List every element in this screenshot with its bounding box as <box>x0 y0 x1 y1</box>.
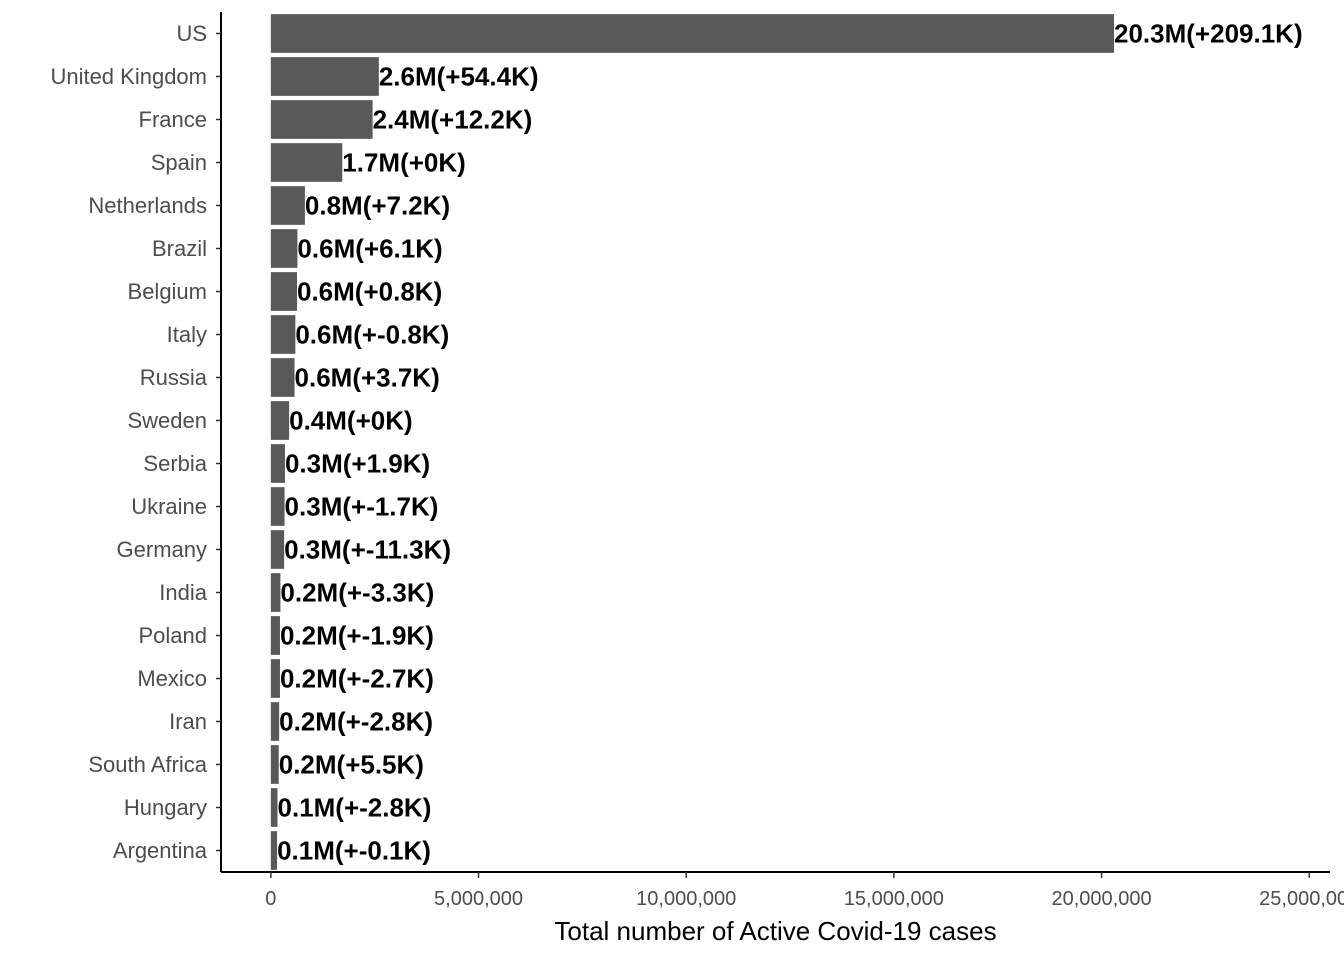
bar <box>270 57 379 96</box>
y-tick-label: Argentina <box>113 838 208 863</box>
y-axis: US United Kingdom France Spain Netherlands Br… <box>50 12 222 872</box>
y-tick-label: Belgium <box>128 279 207 304</box>
bar <box>270 143 343 182</box>
y-tick-label: Russia <box>140 365 208 390</box>
bar <box>270 100 373 139</box>
value-label: 0.3M(+1.9K) <box>285 449 430 479</box>
bar <box>270 487 285 526</box>
bar <box>270 315 296 354</box>
y-tick-label: France <box>139 107 207 132</box>
y-tick-label: United Kingdom <box>50 64 207 89</box>
value-label: 0.6M(+6.1K) <box>297 234 442 264</box>
bar <box>270 14 1115 53</box>
y-tick-label: India <box>159 580 207 605</box>
value-label: 0.6M(+3.7K) <box>295 363 440 393</box>
value-label: 0.4M(+0K) <box>289 406 413 436</box>
value-label: 0.2M(+-1.9K) <box>280 621 434 651</box>
value-label: 20.3M(+209.1K) <box>1114 19 1303 49</box>
y-tick-label: US <box>176 21 207 46</box>
value-label: 0.2M(+-3.3K) <box>280 578 434 608</box>
y-tick-label: Serbia <box>143 451 207 476</box>
x-axis: 0 5,000,000 10,000,000 15,000,000 20,000,000… <box>221 871 1344 910</box>
bar <box>270 616 280 655</box>
value-label: 0.8M(+7.2K) <box>305 191 450 221</box>
bar <box>270 401 290 440</box>
value-label: 1.7M(+0K) <box>342 148 466 178</box>
value-label: 0.6M(+0.8K) <box>297 277 442 307</box>
x-tick-label: 0 <box>265 888 276 910</box>
y-tick-label: Hungary <box>124 795 207 820</box>
x-tick-label: 20,000,000 <box>1051 888 1151 910</box>
y-tick-label: Brazil <box>152 236 207 261</box>
bar <box>270 702 280 741</box>
bar <box>270 745 279 784</box>
bar <box>270 186 305 225</box>
x-axis-title: Total number of Active Covid-19 cases <box>554 916 996 946</box>
bar <box>270 444 285 483</box>
bar <box>270 229 298 268</box>
value-label: 0.3M(+-11.3K) <box>284 535 451 565</box>
y-tick-label: Ukraine <box>131 494 207 519</box>
y-tick-label: Mexico <box>137 666 207 691</box>
value-label: 0.1M(+-0.1K) <box>277 836 431 866</box>
value-labels-group: 20.3M(+209.1K) 2.6M(+54.4K) 2.4M(+12.2K) 1.… <box>277 19 1303 866</box>
bar <box>270 788 278 827</box>
value-label: 0.2M(+-2.8K) <box>279 707 433 737</box>
value-label: 2.6M(+54.4K) <box>379 62 539 92</box>
bar <box>270 573 281 612</box>
x-tick-label: 15,000,000 <box>844 888 944 910</box>
value-label: 0.2M(+5.5K) <box>279 750 424 780</box>
value-label: 0.3M(+-1.7K) <box>285 492 439 522</box>
value-label: 0.1M(+-2.8K) <box>277 793 431 823</box>
bars-group <box>270 14 1115 870</box>
y-tick-label: Iran <box>169 709 207 734</box>
y-tick-label: Germany <box>117 537 207 562</box>
bar <box>270 272 298 311</box>
y-tick-label: Italy <box>167 322 207 347</box>
value-label: 0.6M(+-0.8K) <box>295 320 449 350</box>
x-tick-label: 25,000,000 <box>1259 888 1344 910</box>
y-tick-label: Poland <box>138 623 207 648</box>
bar <box>270 659 280 698</box>
x-tick-label: 5,000,000 <box>434 888 523 910</box>
y-tick-label: South Africa <box>88 752 207 777</box>
value-label: 0.2M(+-2.7K) <box>280 664 434 694</box>
y-tick-label: Spain <box>151 150 207 175</box>
bar <box>270 358 295 397</box>
value-label: 2.4M(+12.2K) <box>373 105 533 135</box>
y-tick-label: Sweden <box>127 408 207 433</box>
bar <box>270 530 285 569</box>
y-tick-label: Netherlands <box>88 193 207 218</box>
x-tick-label: 10,000,000 <box>636 888 736 910</box>
bar <box>270 831 278 870</box>
